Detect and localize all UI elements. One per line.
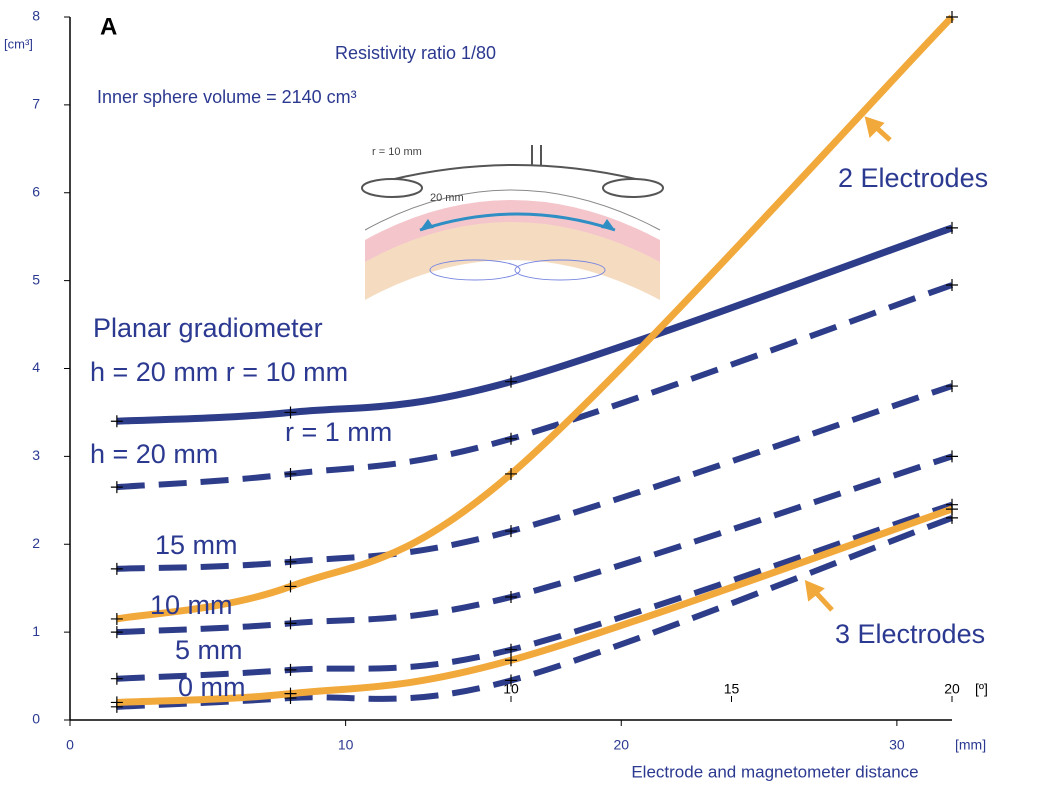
- data-point: [946, 221, 958, 234]
- note: Inner sphere volume = 2140 cm³: [97, 87, 357, 107]
- panel-label: A: [100, 13, 117, 40]
- y-tick-label: 8: [32, 8, 40, 24]
- x-unit: [mm]: [955, 737, 986, 753]
- x-tick-label: 20: [613, 737, 629, 753]
- y-tick-label: 0: [32, 711, 40, 727]
- series-label: 5 mm: [175, 635, 243, 665]
- data-point: [505, 525, 517, 538]
- inset-arrow: [419, 212, 616, 232]
- data-point: [946, 450, 958, 463]
- data-point: [505, 590, 517, 603]
- series-label: 10 mm: [150, 590, 233, 620]
- series-line: [116, 282, 953, 491]
- inset-coil: [389, 164, 641, 181]
- series-label: 3 Electrodes: [835, 619, 985, 649]
- data-point: [110, 415, 123, 428]
- data-point: [505, 674, 517, 687]
- data-point: [505, 654, 517, 667]
- y-tick-label: 3: [32, 447, 40, 463]
- series-label: 2 Electrodes: [838, 163, 988, 193]
- inset-layer: [365, 215, 660, 300]
- y-tick-label: 1: [32, 623, 40, 639]
- data-point: [284, 467, 297, 480]
- series-label: r = 1 mm: [285, 417, 392, 447]
- x2-unit: [º]: [975, 681, 988, 697]
- series-line: [116, 453, 953, 636]
- data-point: [284, 663, 297, 676]
- series-line: [116, 505, 954, 706]
- series-label: 15 mm: [155, 530, 238, 560]
- y-tick-label: 2: [32, 535, 40, 551]
- inset-layer: [365, 200, 660, 262]
- subtitle: Resistivity ratio 1/80: [335, 43, 496, 63]
- inset-current: [429, 259, 521, 281]
- data-point: [110, 672, 123, 685]
- inset-coil: [361, 178, 423, 198]
- data-point: [110, 562, 123, 575]
- data-point: [946, 11, 958, 23]
- data-point: [946, 380, 958, 393]
- data-point: [946, 503, 958, 516]
- x2-tick-label: 10: [503, 681, 519, 697]
- y-tick-label: 6: [32, 183, 40, 199]
- series-line: [116, 501, 953, 682]
- data-point: [505, 375, 517, 388]
- annotation: h = 20 mm: [90, 439, 218, 469]
- data-point: [110, 612, 123, 625]
- series-line: [116, 224, 954, 425]
- pointer-arrow: [864, 116, 892, 142]
- series-line: [116, 383, 953, 572]
- y-unit: [cm³]: [4, 36, 33, 51]
- inset-surface: [364, 189, 661, 231]
- pointer-arrow: [804, 579, 834, 612]
- data-point: [284, 617, 297, 630]
- data-point: [110, 481, 123, 494]
- x-tick-label: 10: [338, 737, 354, 753]
- data-point: [505, 643, 517, 656]
- data-point: [946, 279, 958, 292]
- x-tick-label: 30: [889, 737, 905, 753]
- data-point: [284, 406, 297, 419]
- y-tick-label: 7: [32, 96, 40, 112]
- inset-diagram: r = 10 mm 20 mm: [361, 145, 664, 300]
- y-tick-label: 4: [32, 359, 40, 375]
- x-axis-title: Electrode and magnetometer distance: [631, 762, 918, 781]
- series-line: [116, 14, 955, 623]
- data-point: [110, 696, 123, 709]
- inset-distance-label: 20 mm: [430, 192, 464, 204]
- x-tick-label: 0: [66, 737, 74, 753]
- data-point: [505, 432, 517, 445]
- series-label: 0 mm: [178, 672, 246, 702]
- data-point: [284, 580, 297, 593]
- series-label: Planar gradiometer: [93, 313, 323, 343]
- data-point: [284, 555, 297, 568]
- annotation: h = 20 mm r = 10 mm: [90, 357, 348, 387]
- x2-tick-label: 20: [944, 681, 960, 697]
- inset-coil: [602, 178, 664, 198]
- data-point: [284, 687, 297, 700]
- x2-tick-label: 15: [724, 681, 740, 697]
- data-point: [505, 467, 517, 480]
- inset-radius-label: r = 10 mm: [372, 146, 422, 158]
- data-point: [110, 626, 123, 639]
- inset-current: [514, 259, 606, 281]
- y-tick-label: 5: [32, 271, 40, 287]
